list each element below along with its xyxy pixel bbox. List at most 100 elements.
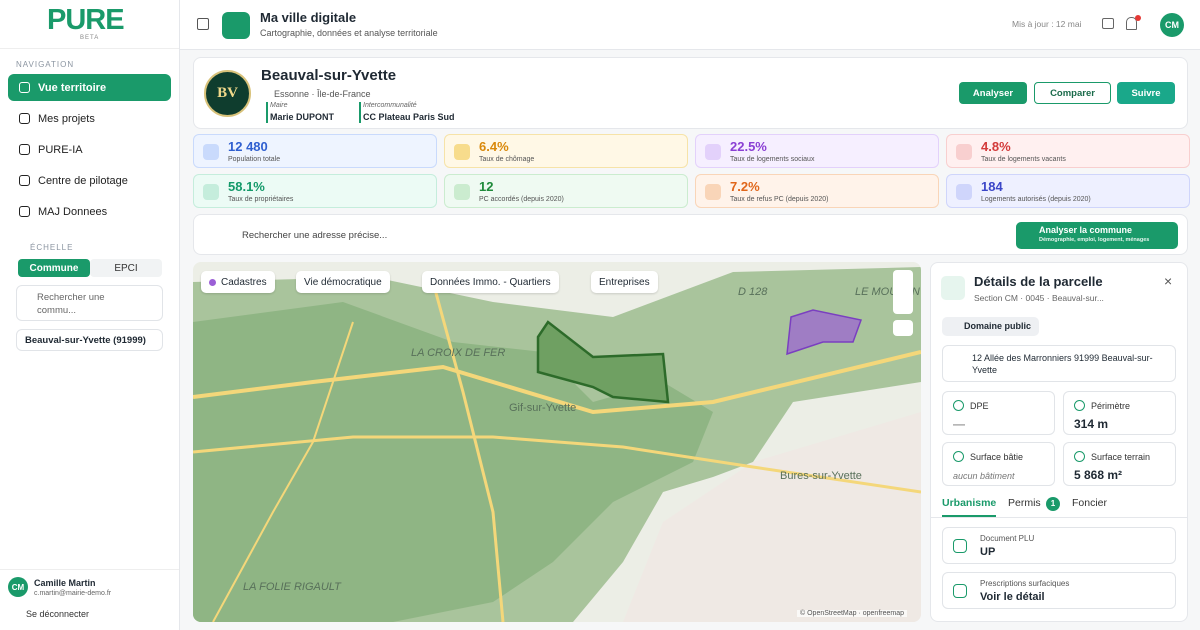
follow-button[interactable]: Suivre (1117, 82, 1175, 104)
document-card[interactable]: Document PLU UP (942, 527, 1176, 564)
metric-value: 314 m (1074, 417, 1109, 431)
map-filter[interactable]: Vie démocratique (296, 271, 390, 293)
doc-label: Prescriptions surfaciques (980, 579, 1070, 588)
map-filter[interactable]: Données Immo. - Quartiers (422, 271, 559, 293)
button-sub: Démographie, emploi, logement, ménages (1039, 237, 1150, 243)
notifications[interactable] (1126, 17, 1137, 30)
logo-badge: BETA (80, 35, 100, 41)
commune-logo: BV (204, 70, 251, 117)
parcel-title: Détails de la parcelle (974, 274, 1103, 289)
stat-icon (203, 144, 219, 160)
tab[interactable]: Foncier (1072, 497, 1108, 509)
stat-label: Taux de refus PC (depuis 2020) (730, 196, 829, 203)
stat-card: 58.1% Taux de propriétaires (193, 174, 437, 208)
nav-label: Vue territoire (38, 81, 107, 94)
nav-icon (19, 82, 30, 93)
logout[interactable]: Se déconnecter (26, 609, 90, 619)
metric-icon (1074, 400, 1085, 411)
notification-dot (1135, 15, 1141, 21)
compare-button[interactable]: Comparer (1034, 82, 1111, 104)
section-title: NAVIGATION (16, 60, 75, 69)
section-title: ÉCHELLE (30, 243, 74, 252)
page-subtitle: Cartographie, données et analyse territo… (260, 28, 438, 38)
active-tab-indicator (942, 515, 996, 517)
user-name: Camille Martin (34, 578, 96, 588)
close-button[interactable]: × (1164, 273, 1173, 289)
map-label: Bures-sur-Yvette (780, 470, 862, 482)
stat-icon (956, 184, 972, 200)
mayor: Marie DUPONT (270, 112, 335, 122)
stat-value: 12 480 (228, 139, 268, 154)
stat-value: 4.8% (981, 139, 1011, 154)
tab[interactable]: Urbanisme (942, 497, 997, 509)
document-card[interactable]: Prescriptions surfaciques Voir le détail (942, 572, 1176, 609)
filter-label: Vie démocratique (304, 276, 382, 288)
nav-label: Mes projets (38, 112, 95, 125)
scale-option[interactable]: EPCI (90, 259, 162, 277)
stat-value: 184 (981, 179, 1003, 194)
metric-icon (953, 400, 964, 411)
zoom-controls[interactable] (893, 270, 913, 314)
nav-item[interactable]: MAJ Donnees (8, 198, 171, 225)
nav-item[interactable]: Vue territoire (8, 74, 171, 101)
stat-card: 22.5% Taux de logements sociaux (695, 134, 939, 168)
parcel-icon (941, 276, 965, 300)
stat-icon (705, 184, 721, 200)
stat-label: Logements autorisés (depuis 2020) (981, 196, 1091, 203)
scale-option[interactable]: Commune (18, 259, 90, 277)
urban-area (623, 412, 921, 622)
stat-label: Taux de chômage (479, 156, 535, 163)
stat-card: 7.2% Taux de refus PC (depuis 2020) (695, 174, 939, 208)
parcel-ref: Section CM · 0045 · Beauval-sur... (974, 293, 1104, 303)
analyze-commune-button[interactable]: Analyser la commune Démographie, emploi,… (1016, 222, 1178, 249)
filter-label: Entreprises (599, 276, 650, 288)
nav-icon (19, 206, 30, 217)
address-search[interactable]: Rechercher une adresse précise... (242, 230, 388, 241)
sidebar-toggle[interactable] (197, 18, 209, 30)
road (193, 435, 921, 494)
map-filter[interactable]: Cadastres (201, 271, 275, 293)
stat-label: Taux de logements vacants (981, 156, 1066, 163)
map-label: Gif-sur-Yvette (509, 402, 576, 414)
nav-item[interactable]: Mes projets (8, 105, 171, 132)
divider (0, 569, 179, 570)
tab[interactable]: Permis (1008, 497, 1041, 509)
stat-icon (454, 184, 470, 200)
commune-location: Essonne · Île-de-France (274, 89, 371, 99)
nav-item[interactable]: Centre de pilotage (8, 167, 171, 194)
user-avatar[interactable]: CM (1160, 13, 1184, 37)
parcel-panel: Détails de la parcelle Section CM · 0045… (930, 262, 1188, 622)
stat-value: 12 (479, 179, 494, 194)
metric-label: Surface bâtie (970, 452, 1024, 462)
highlighted-zone[interactable] (786, 309, 863, 356)
mayor-label: Maire (270, 102, 288, 109)
messages[interactable] (1102, 18, 1114, 29)
map-filter[interactable]: Entreprises (591, 271, 658, 293)
map-label: LA FOLIE RIGAULT (243, 581, 342, 593)
interco: CC Plateau Paris Sud (363, 112, 455, 122)
analyze-button[interactable]: Analyser (959, 82, 1027, 104)
reset-control[interactable] (893, 320, 913, 336)
stat-label: Taux de logements sociaux (730, 156, 815, 163)
stat-card: 184 Logements autorisés (depuis 2020) (946, 174, 1190, 208)
selected-parcel[interactable] (536, 320, 670, 404)
metric-card: Surface terrain 5 868 m² (1063, 442, 1176, 486)
map[interactable]: LA CROIX DE FER Gif-sur-Yvette Bures-sur-Y… (193, 262, 921, 622)
tab-badge: 1 (1046, 497, 1060, 511)
address-bar: Rechercher une adresse précise... Analys… (193, 214, 1188, 255)
nav-item[interactable]: PURE-IA (8, 136, 171, 163)
nav-icon (19, 175, 30, 186)
map-attribution: © OpenStreetMap · openfreemap (797, 610, 907, 617)
road (431, 281, 505, 622)
selected-commune[interactable]: Beauval-sur-Yvette (91999) (16, 329, 163, 351)
stat-value: 58.1% (228, 179, 265, 194)
map-label: D 128 (738, 286, 768, 298)
map-label: LA CROIX DE FER (411, 347, 505, 359)
commune-search[interactable]: Rechercher une commu... (16, 285, 163, 321)
road (212, 321, 354, 622)
metric-value: — (953, 417, 965, 431)
logo: PURE (47, 4, 125, 36)
stat-card: 12 480 Population totale (193, 134, 437, 168)
app-icon (222, 12, 250, 39)
